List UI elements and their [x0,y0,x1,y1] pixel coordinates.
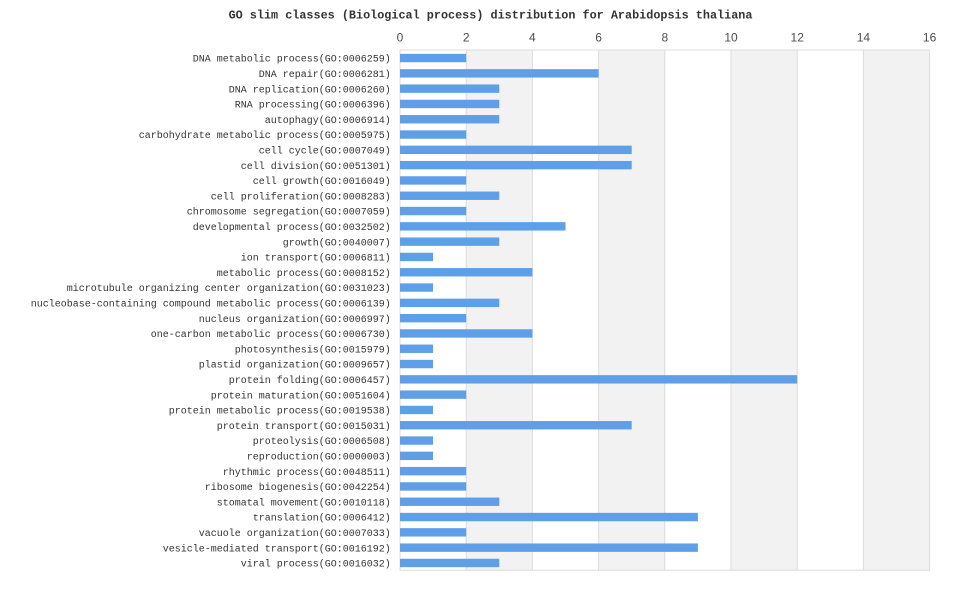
svg-text:rhythmic process(GO:0048511): rhythmic process(GO:0048511) [223,467,391,479]
svg-text:8: 8 [661,31,668,45]
svg-text:6: 6 [595,31,602,45]
svg-text:DNA repair(GO:0006281): DNA repair(GO:0006281) [259,69,391,81]
svg-text:DNA metabolic process(GO:00062: DNA metabolic process(GO:0006259) [193,54,391,66]
svg-text:4: 4 [529,31,536,45]
svg-text:DNA replication(GO:0006260): DNA replication(GO:0006260) [229,84,391,96]
svg-text:nucleobase-containing compound: nucleobase-containing compound metabolic… [31,298,391,310]
svg-text:16: 16 [923,31,937,45]
svg-text:growth(GO:0040007): growth(GO:0040007) [283,237,391,249]
svg-text:translation(GO:0006412): translation(GO:0006412) [253,513,391,525]
svg-text:12: 12 [791,31,805,45]
svg-text:reproduction(GO:0000003): reproduction(GO:0000003) [247,451,391,463]
svg-text:cell proliferation(GO:0008283): cell proliferation(GO:0008283) [211,191,391,203]
svg-text:proteolysis(GO:0006508): proteolysis(GO:0006508) [253,436,391,448]
svg-text:protein transport(GO:0015031): protein transport(GO:0015031) [217,421,391,433]
svg-text:metabolic process(GO:0008152): metabolic process(GO:0008152) [217,268,391,280]
svg-text:0: 0 [397,31,404,45]
svg-text:cell cycle(GO:0007049): cell cycle(GO:0007049) [259,145,391,157]
svg-text:cell growth(GO:0016049): cell growth(GO:0016049) [253,176,391,188]
svg-text:autophagy(GO:0006914): autophagy(GO:0006914) [265,115,391,127]
svg-text:plastid organization(GO:000965: plastid organization(GO:0009657) [199,360,391,372]
svg-text:14: 14 [857,31,871,45]
svg-text:RNA processing(GO:0006396): RNA processing(GO:0006396) [235,100,391,112]
svg-text:nucleus organization(GO:000699: nucleus organization(GO:0006997) [199,314,391,326]
svg-text:cell division(GO:0051301): cell division(GO:0051301) [241,161,391,173]
svg-text:viral process(GO:0016032): viral process(GO:0016032) [241,559,391,571]
svg-text:2: 2 [463,31,470,45]
svg-text:GO slim classes (Biological pr: GO slim classes (Biological process) dis… [229,8,753,22]
svg-text:carbohydrate metabolic process: carbohydrate metabolic process(GO:000597… [139,130,391,142]
svg-text:photosynthesis(GO:0015979): photosynthesis(GO:0015979) [235,344,391,356]
svg-text:one-carbon metabolic process(G: one-carbon metabolic process(GO:0006730) [151,329,391,341]
svg-text:vesicle-mediated transport(GO:: vesicle-mediated transport(GO:0016192) [163,543,391,555]
svg-text:vacuole organization(GO:000703: vacuole organization(GO:0007033) [199,528,391,540]
svg-text:protein folding(GO:0006457): protein folding(GO:0006457) [229,375,391,387]
svg-text:ion transport(GO:0006811): ion transport(GO:0006811) [241,253,391,265]
svg-text:developmental process(GO:00325: developmental process(GO:0032502) [193,222,391,234]
svg-text:protein metabolic process(GO:0: protein metabolic process(GO:0019538) [169,406,391,418]
svg-text:chromosome segregation(GO:0007: chromosome segregation(GO:0007059) [187,207,391,219]
svg-text:stomatal movement(GO:0010118): stomatal movement(GO:0010118) [217,497,391,509]
svg-text:protein maturation(GO:0051604): protein maturation(GO:0051604) [211,390,391,402]
svg-text:microtubule organizing center: microtubule organizing center organizati… [67,283,391,295]
svg-text:ribosome biogenesis(GO:0042254: ribosome biogenesis(GO:0042254) [205,482,391,494]
svg-text:10: 10 [724,31,738,45]
